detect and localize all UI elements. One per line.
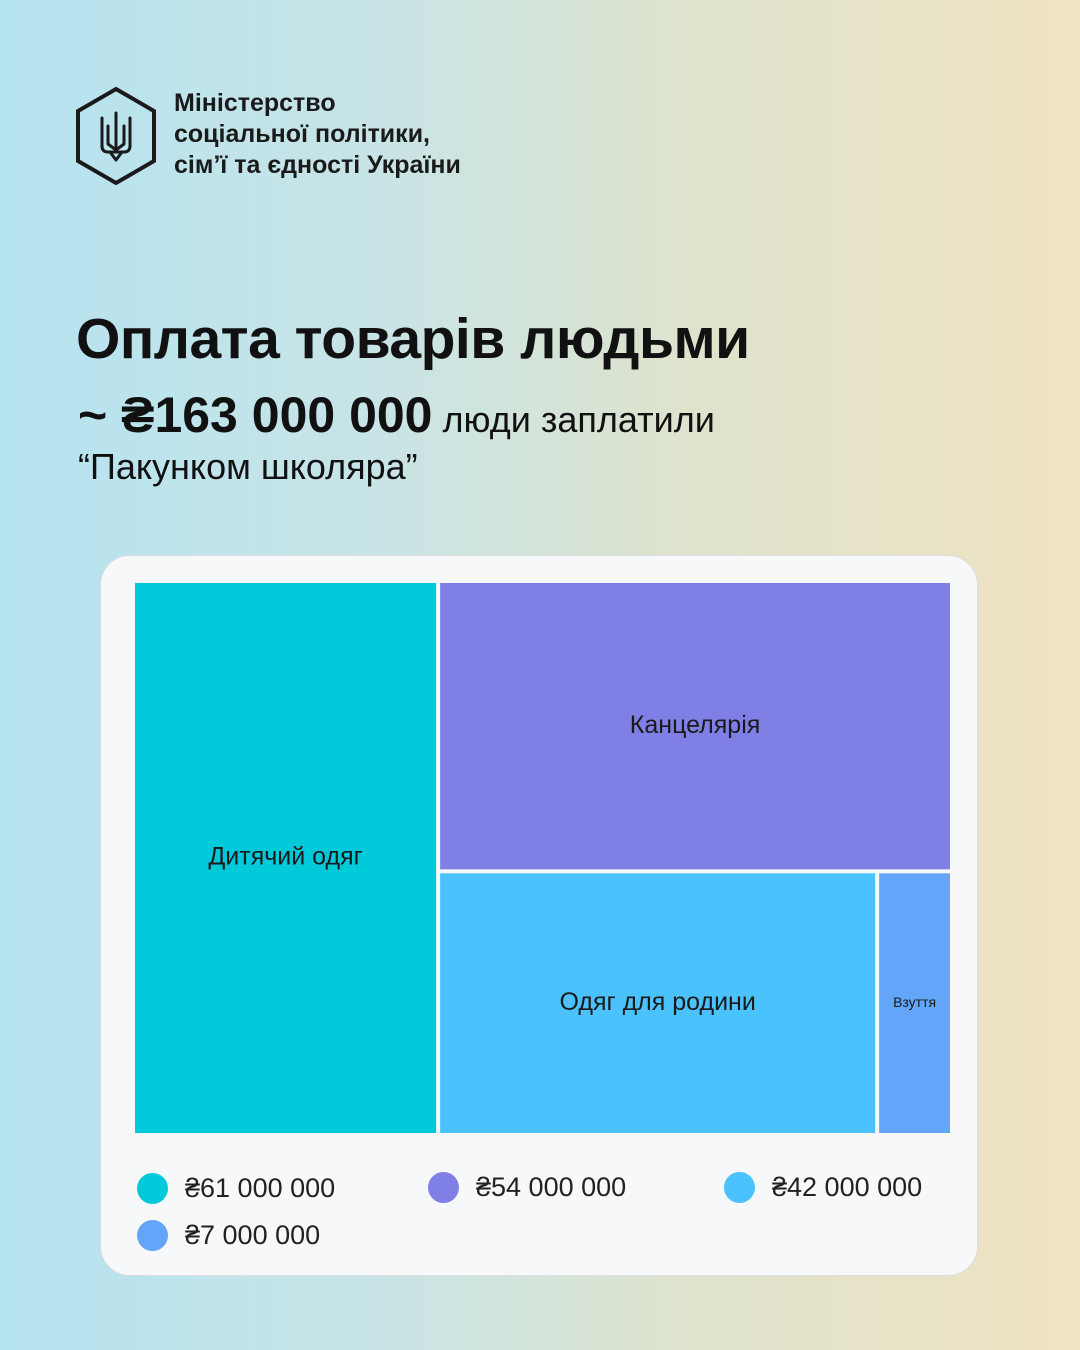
legend-item: ₴7 000 000 [137,1217,320,1253]
total-amount-caption: люди заплатили [442,399,715,440]
legend-item: ₴42 000 000 [724,1169,922,1205]
ministry-logo-icon [76,86,156,186]
legend-label: ₴54 000 000 [476,1171,627,1202]
treemap-cell [440,873,876,1133]
legend-label: ₴61 000 000 [185,1172,336,1203]
treemap-cell [879,873,950,1133]
page-title: Оплата товарів людьми [76,307,750,371]
ministry-name-line: Міністерство [174,89,336,117]
ministry-name-line: соціальної політики, [174,120,431,148]
treemap-cell [135,583,437,1133]
treemap-cell-label: Дитячий одяг [208,843,362,871]
treemap-cell-label: Взуття [893,994,936,1010]
treemap-chart: Дитячий одяг Канцелярія Одяг для родини Взу… [135,583,950,1133]
legend-swatch [137,1219,168,1251]
ministry-name-line: сім’ї та єдності України [174,151,461,179]
legend-swatch [137,1172,168,1204]
legend-item: ₴54 000 000 [428,1169,626,1205]
legend-item: ₴61 000 000 [137,1170,335,1206]
legend-swatch [428,1171,459,1203]
treemap-cell-label: Канцелярія [630,711,761,739]
ministry-name: Міністерство соціальної політики, сім’ї … [174,88,461,181]
legend-swatch [724,1171,755,1203]
total-amount: ~ ₴163 000 000 [78,387,433,443]
program-name: “Пакунком школяра” [78,446,418,487]
legend-label: ₴42 000 000 [772,1171,923,1202]
treemap-cell [440,583,950,870]
total-amount-line: ~ ₴163 000 000 люди заплатили [78,386,715,444]
treemap-cell-label: Одяг для родини [559,988,755,1016]
legend-label: ₴7 000 000 [185,1219,321,1250]
